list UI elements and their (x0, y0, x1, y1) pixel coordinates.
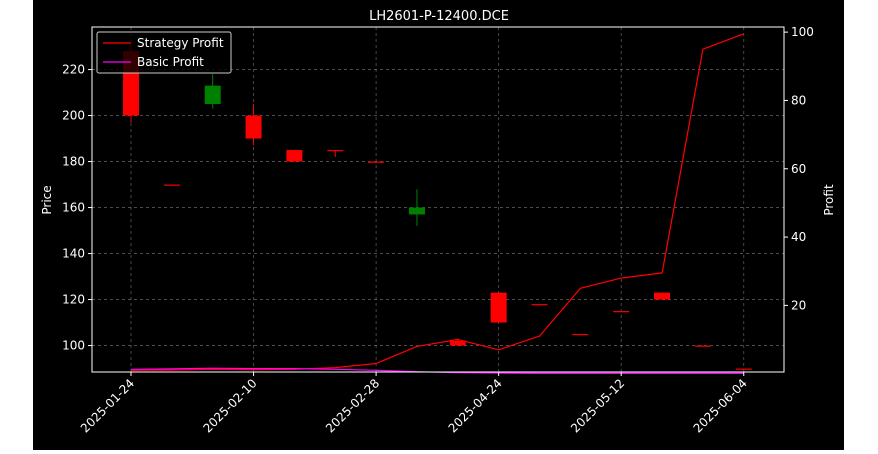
candle-body (286, 150, 303, 162)
candlestick-series (123, 41, 752, 370)
left-tick-label: 180 (62, 155, 85, 169)
legend-label-strategy-profit: Strategy Profit (137, 36, 224, 50)
left-tick-label: 120 (62, 293, 85, 307)
x-tick-label: 2025-05-12 (568, 376, 627, 435)
candle-body (449, 340, 466, 346)
legend: Strategy Profit Basic Profit (96, 31, 232, 74)
right-axis: 20 40 60 80 100 (784, 25, 814, 312)
x-tick-label: 2025-04-24 (446, 376, 505, 435)
candle-body (613, 311, 630, 313)
candle-body (654, 292, 671, 300)
left-axis: 100 120 140 160 180 200 220 (62, 63, 92, 353)
profit-lines (130, 33, 745, 374)
chart-title: LH2601-P-12400.DCE (369, 9, 509, 24)
candle-body (572, 334, 589, 336)
candle-body (735, 368, 752, 370)
candle-body (163, 184, 180, 186)
candle-body (368, 161, 385, 163)
candle-body (204, 85, 221, 105)
candle-body (490, 292, 507, 323)
candle-body (327, 150, 344, 152)
candle-body (694, 345, 711, 347)
x-tick-label: 2025-01-24 (78, 376, 137, 435)
candle-body (245, 115, 262, 139)
candle-body (408, 207, 425, 215)
legend-box (96, 31, 232, 74)
candle-body (531, 304, 548, 306)
right-axis-label: Profit (822, 184, 836, 216)
x-tick-label: 2025-06-04 (691, 376, 750, 435)
x-tick-label: 2025-02-28 (323, 376, 382, 435)
legend-label-basic-profit: Basic Profit (137, 55, 204, 69)
chart-figure: LH2601-P-12400.DCE 100 120 140 160 180 200 220… (33, 0, 844, 450)
x-axis: 2025-01-24 2025-02-10 2025-02-28 2025-04-24… (78, 372, 750, 435)
right-tick-label: 20 (791, 298, 806, 312)
right-tick-label: 100 (791, 25, 814, 39)
right-tick-label: 40 (791, 230, 806, 244)
left-tick-label: 140 (62, 247, 85, 261)
strategy-profit-line (130, 33, 745, 371)
right-tick-label: 60 (791, 162, 806, 176)
left-tick-label: 100 (62, 339, 85, 353)
plot-frame (91, 26, 785, 373)
right-tick-label: 80 (791, 93, 806, 107)
left-tick-label: 200 (62, 109, 85, 123)
left-tick-label: 220 (62, 63, 85, 77)
left-axis-label: Price (40, 185, 54, 214)
left-tick-label: 160 (62, 201, 85, 215)
grid-lines (92, 27, 784, 372)
x-tick-label: 2025-02-10 (200, 376, 259, 435)
chart-svg: LH2601-P-12400.DCE 100 120 140 160 180 200 220… (40, 9, 836, 435)
